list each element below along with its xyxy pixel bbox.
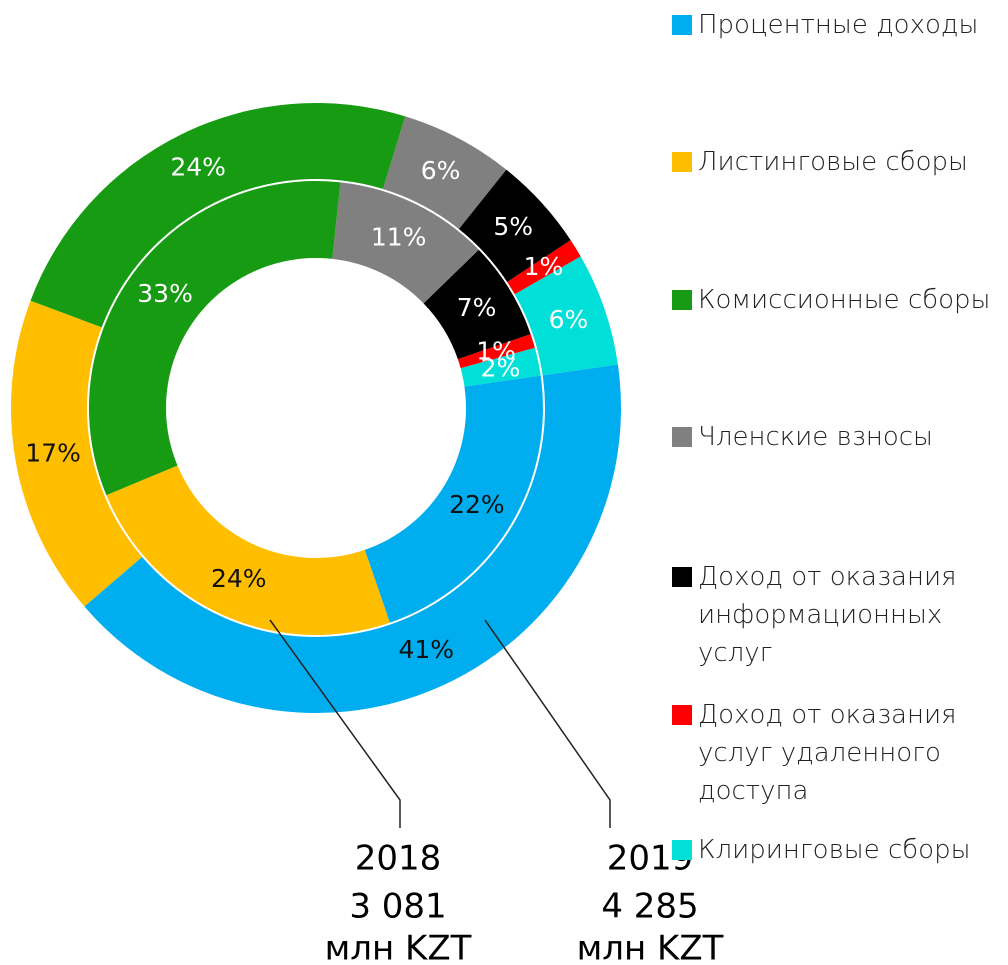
- legend-label: Процентные доходы: [698, 10, 979, 40]
- legend-swatch: [672, 567, 692, 587]
- data-label: 22%: [449, 490, 505, 519]
- legend-label: Листинговые сборы: [698, 147, 968, 177]
- data-label: 41%: [399, 635, 455, 664]
- legend-item: Доход от оказания информационных услуг: [672, 558, 1008, 672]
- total-label: 3 081: [349, 887, 446, 927]
- data-label: 7%: [457, 293, 497, 322]
- legend-item: Членские взносы: [672, 418, 1008, 456]
- data-label: 6%: [421, 156, 461, 185]
- unit-label: млн KZT: [577, 929, 724, 965]
- legend-item: Доход от оказания услуг удаленного досту…: [672, 696, 1008, 810]
- ring-segment: [89, 180, 341, 496]
- data-label: 24%: [211, 564, 267, 593]
- ring-segment: [106, 465, 390, 635]
- data-label: 2%: [481, 353, 521, 382]
- legend-item: Клиринговые сборы: [672, 831, 1008, 869]
- leader-line: [484, 619, 611, 828]
- total-label: 4 285: [601, 887, 698, 927]
- ring-segment: [84, 364, 622, 713]
- ring-segment: [30, 103, 406, 328]
- data-label: 1%: [524, 252, 564, 281]
- data-label: 33%: [137, 279, 193, 308]
- legend-item: Процентные доходы: [672, 6, 1008, 44]
- legend-swatch: [672, 290, 692, 310]
- legend-item: Листинговые сборы: [672, 143, 1008, 181]
- legend-label: Доход от оказания информационных услуг: [698, 562, 957, 668]
- unit-label: млн KZT: [325, 929, 472, 965]
- legend-label: Комиссионные сборы: [698, 285, 991, 315]
- ring-segment: [507, 240, 581, 295]
- year-label: 2018: [355, 839, 442, 879]
- ring-segment: [364, 375, 543, 623]
- data-label: 17%: [25, 438, 81, 467]
- ring-segment: [423, 249, 531, 360]
- legend-item: Комиссионные сборы: [672, 281, 1008, 319]
- legend-label: Членские взносы: [698, 422, 933, 452]
- data-label: 5%: [493, 212, 533, 241]
- leader-line: [269, 619, 401, 828]
- data-label: 1%: [476, 336, 516, 365]
- legend-swatch: [672, 152, 692, 172]
- legend-swatch: [672, 705, 692, 725]
- ring-segment: [460, 347, 541, 387]
- legend-swatch: [672, 427, 692, 447]
- legend-swatch: [672, 840, 692, 860]
- legend-label: Клиринговые сборы: [698, 835, 971, 865]
- data-label: 11%: [371, 223, 427, 252]
- ring-segment: [11, 300, 143, 607]
- data-label: 24%: [170, 152, 226, 181]
- ring-segment: [382, 116, 507, 230]
- data-label: 6%: [549, 305, 589, 334]
- ring-segment: [457, 334, 535, 369]
- ring-segment: [458, 169, 571, 282]
- legend-swatch: [672, 15, 692, 35]
- legend-label: Доход от оказания услуг удаленного досту…: [698, 700, 957, 806]
- ring-segment: [332, 182, 479, 304]
- ring-segment: [514, 256, 618, 376]
